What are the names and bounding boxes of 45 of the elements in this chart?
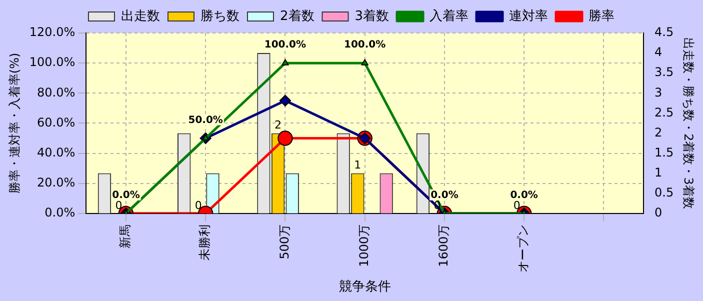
x-tick-label: 新馬 bbox=[118, 224, 132, 248]
legend-label: 入着率 bbox=[430, 8, 469, 24]
y2-tick-label: 0 bbox=[654, 206, 662, 220]
x-tick-label: 未勝利 bbox=[198, 224, 212, 260]
x-tick-label: オープン bbox=[516, 224, 530, 272]
y-tick-label: 20.0% bbox=[37, 175, 76, 190]
y2-tick-label: 4.5 bbox=[654, 25, 674, 40]
y-tick-label: 100.0% bbox=[29, 55, 76, 70]
y2-tick-label: 2.5 bbox=[654, 105, 674, 120]
data-label: 100.0% bbox=[344, 40, 386, 51]
y-tick-label: 0.0% bbox=[44, 206, 76, 220]
legend-label: 連対率 bbox=[509, 8, 548, 24]
data-label: 0 bbox=[513, 198, 520, 212]
y2-tick-label: 4 bbox=[654, 45, 662, 60]
y2-tick-label: 3 bbox=[654, 85, 662, 100]
legend-label: 3着数 bbox=[354, 8, 390, 24]
data-label: 0 bbox=[434, 198, 441, 212]
legend-label: 勝率 bbox=[588, 8, 615, 24]
data-label: 0.0% bbox=[510, 190, 538, 201]
legend-label: 2着数 bbox=[280, 8, 314, 24]
y-tick-label: 40.0% bbox=[37, 145, 76, 160]
legend-label: 勝ち数 bbox=[200, 8, 240, 24]
legend-label: 出走数 bbox=[120, 8, 160, 24]
y2-axis-title: 出走数・勝ち数・2着数・3着数 bbox=[682, 38, 696, 209]
data-label: 100.0% bbox=[264, 40, 306, 51]
y-tick-label: 80.0% bbox=[37, 85, 76, 100]
data-label: 50.0% bbox=[188, 114, 223, 126]
x-axis-title: 競争条件 bbox=[338, 280, 391, 295]
data-label: 0.0% bbox=[112, 190, 140, 201]
y2-tick-label: 3.5 bbox=[654, 65, 674, 80]
y-tick-label: 60.0% bbox=[37, 115, 76, 130]
x-tick-label: 500万 bbox=[277, 224, 292, 260]
y2-tick-label: 0.5 bbox=[654, 185, 674, 200]
data-label: 1 bbox=[354, 158, 362, 172]
x-tick-label: 1000万 bbox=[356, 224, 371, 267]
y-tick-label: 120.0% bbox=[29, 25, 76, 40]
y-axis-title: 勝率・連対率・入着率(%) bbox=[7, 52, 22, 194]
data-label: 0 bbox=[115, 198, 122, 212]
y2-tick-label: 1.5 bbox=[654, 145, 674, 160]
y2-tick-label: 1 bbox=[654, 165, 662, 180]
data-label: 0.0% bbox=[430, 190, 458, 201]
x-tick-label: 1600万 bbox=[436, 224, 451, 267]
data-label: 2 bbox=[274, 118, 282, 132]
y2-tick-label: 2 bbox=[654, 125, 662, 140]
data-label: 0 bbox=[194, 198, 202, 212]
